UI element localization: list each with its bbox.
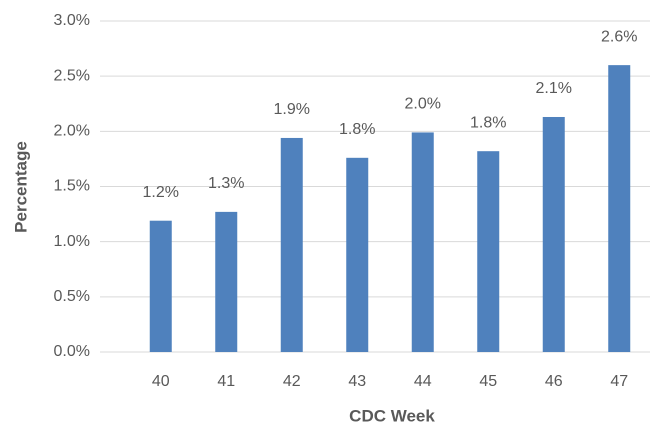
y-tick-label: 0.5% [54,288,90,305]
value-label: 1.3% [208,175,244,192]
value-label: 2.0% [405,96,441,113]
value-label: 1.8% [470,114,506,131]
y-tick-label: 1.0% [54,233,90,250]
y-tick-label: 2.0% [54,123,90,140]
bar [149,220,172,352]
x-tick-label: 44 [414,373,432,390]
bar [215,211,238,352]
x-tick-label: 43 [348,373,366,390]
x-tick-label: 42 [283,373,301,390]
value-label: 1.8% [339,121,375,138]
bar [280,137,303,352]
bar [346,157,369,352]
x-axis-title: CDC Week [349,406,435,425]
x-tick-label: 40 [152,373,170,390]
bar [608,65,631,352]
value-label: 2.6% [601,28,637,45]
y-tick-label: 0.0% [54,343,90,360]
value-label: 1.9% [274,101,310,118]
x-tick-label: 46 [545,373,563,390]
value-label: 2.1% [536,80,572,97]
bar [542,116,565,353]
y-tick-label: 1.5% [54,178,90,195]
x-tick-label: 45 [479,373,497,390]
bar [477,151,500,352]
bar [411,132,434,352]
x-tick-label: 41 [217,373,235,390]
y-axis-title: Percentage [11,141,30,233]
y-tick-label: 2.5% [54,67,90,84]
y-tick-label: 3.0% [54,12,90,29]
x-tick-label: 47 [610,373,628,390]
value-label: 1.2% [143,184,179,201]
